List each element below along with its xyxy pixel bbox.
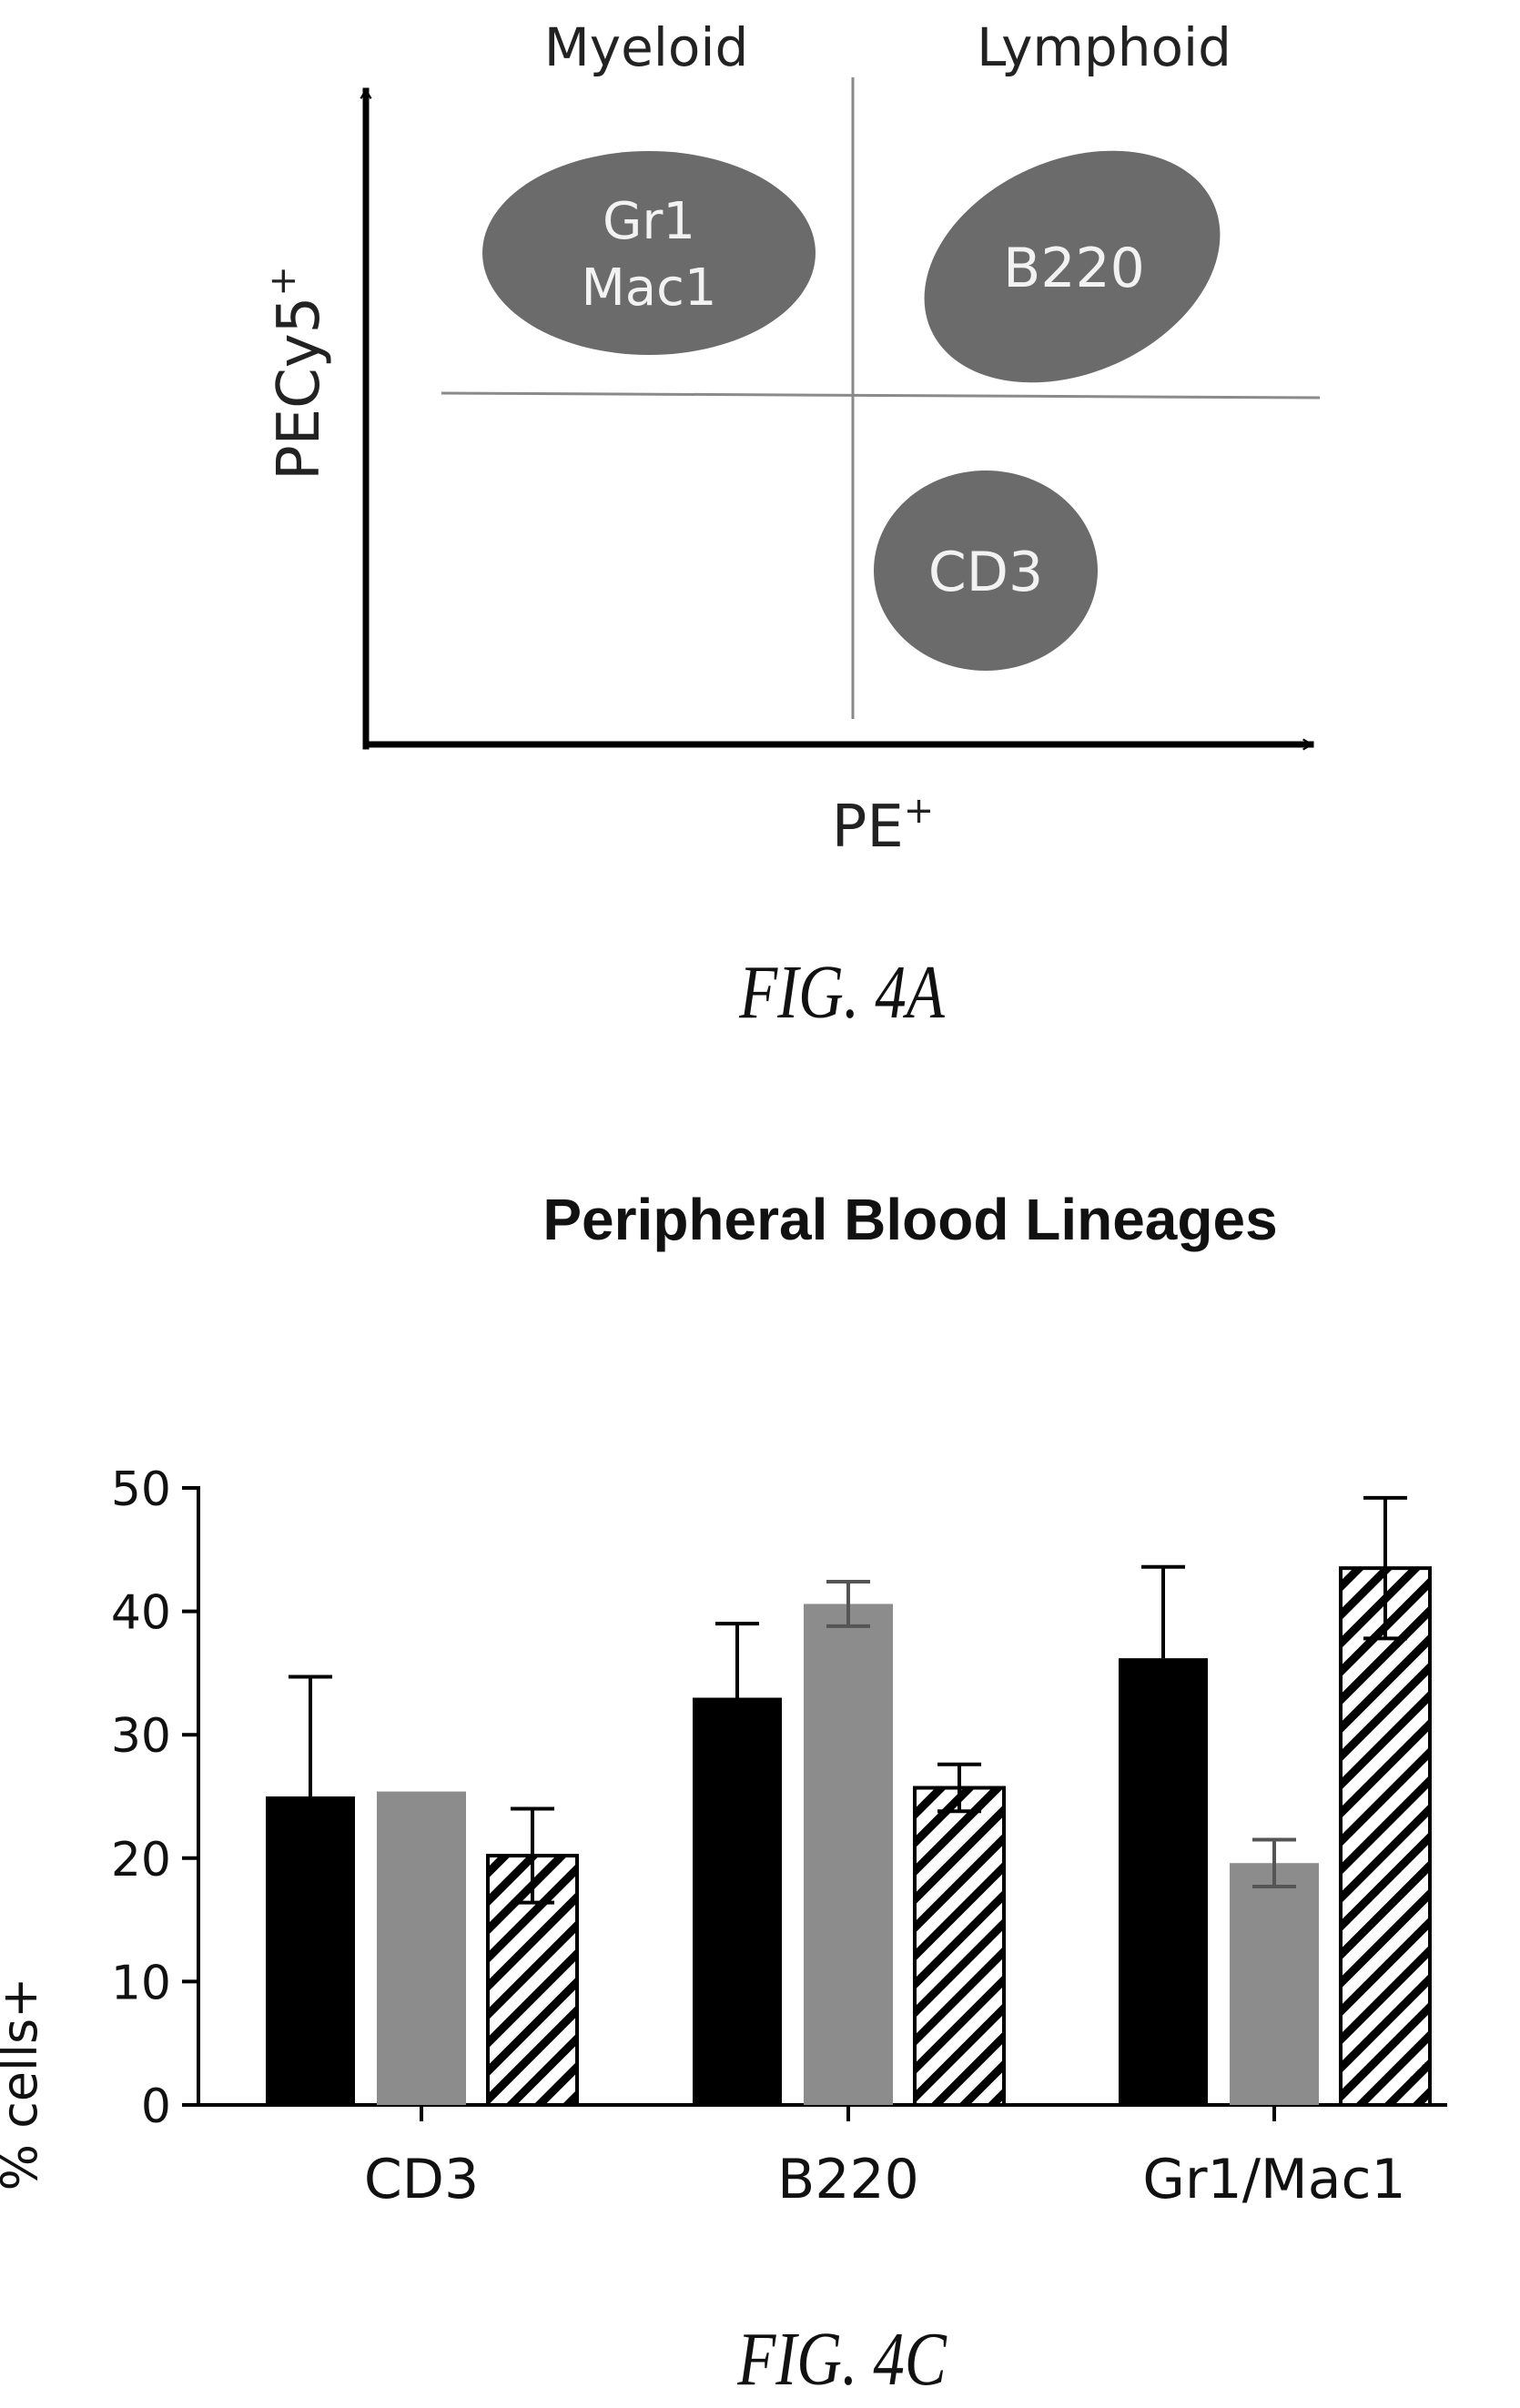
b220-population [924,150,1221,383]
y-tick-label: 40 [111,1586,171,1641]
plot-area: 0 10 20 30 40 50 CD3 B220 Gr1/Mac1 [111,1462,1447,2211]
cd3-population [874,470,1098,671]
x-axis-superscript: + [904,790,935,832]
y-axis-label: PECy5+ [262,266,333,481]
bar [913,1786,1006,2107]
bar [1339,1566,1432,2107]
y-tick-label: 0 [141,2079,171,2134]
myeloid-label: Myeloid [544,16,749,78]
x-axis-label: PE+ [832,790,935,861]
x-tick-label: CD3 [364,2148,479,2211]
bar [693,1697,782,2105]
bar [1119,1658,1208,2105]
lymphoid-label: Lymphoid [977,16,1231,78]
y-tick-label: 10 [111,1956,171,2010]
horizontal-gate-line [441,391,1321,400]
bar [486,1854,579,2107]
bar [266,1796,355,2105]
fig-4c-bar-chart: Peripheral Blood Lineages % cells+ 0 10 20… [0,1187,1447,2402]
b220-population-label: B220 [1003,237,1145,300]
fig-4c-caption: FIG. 4C [736,2317,947,2402]
y-tick-label: 50 [111,1462,171,1517]
y-axis-superscript: + [262,266,304,297]
mac1-label: Mac1 [581,258,716,318]
fig-4a-diagram: Myeloid Lymphoid PECy5+ PE+ Gr1 Mac1 B22… [262,16,1321,1035]
bar [1230,1863,1319,2105]
y-tick-label: 20 [111,1833,171,1887]
y-axis-title: % cells+ [0,1978,48,2191]
cd3-population-label: CD3 [928,541,1043,604]
x-tick-label: B220 [777,2148,919,2211]
x-tick-label: Gr1/Mac1 [1142,2148,1405,2211]
y-tick-label: 30 [111,1709,171,1764]
bar [804,1604,893,2105]
gr1-label: Gr1 [603,192,695,251]
fig-4a-caption: FIG. 4A [738,950,946,1035]
gr1-mac1-population [482,151,816,355]
bar [377,1791,466,2105]
chart-title: Peripheral Blood Lineages [542,1187,1277,1252]
